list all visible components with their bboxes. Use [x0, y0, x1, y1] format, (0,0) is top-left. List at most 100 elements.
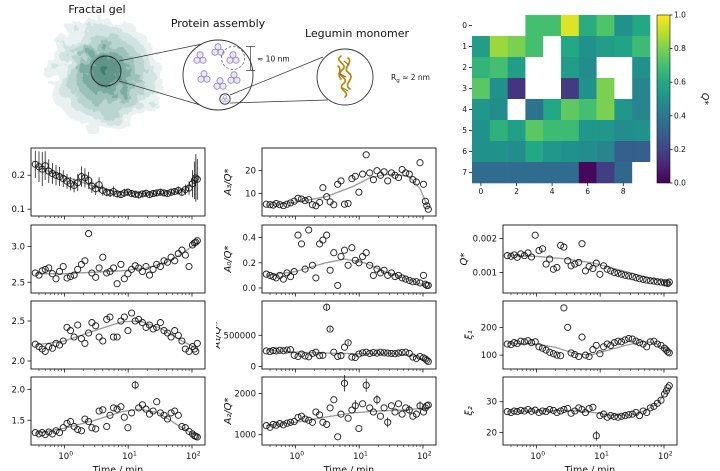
- data-point: [610, 269, 618, 277]
- scatter-panel-a3q: 10 20 A₃/Q*: [223, 147, 437, 220]
- data-point: [188, 180, 197, 188]
- data-point: [294, 413, 302, 421]
- data-point: [391, 273, 399, 281]
- magnify-line-bottom: [118, 80, 208, 108]
- data-point: [266, 271, 274, 279]
- data-point: [66, 327, 75, 335]
- data-point: [138, 190, 146, 198]
- data-point: [193, 175, 201, 183]
- data-point: [124, 424, 132, 432]
- colorbar-label: Q*: [699, 93, 710, 105]
- data-point: [301, 415, 309, 423]
- y-axis-label: A₀/Q*: [223, 245, 234, 273]
- data-point: [344, 414, 352, 422]
- data-point: [305, 416, 313, 424]
- data-point: [398, 274, 406, 282]
- data-point: [45, 264, 53, 272]
- heatmap-cell: [632, 141, 651, 163]
- y-tick-label: 3.0: [11, 242, 25, 252]
- data-point: [192, 347, 200, 355]
- heatmap-cell: [578, 141, 597, 163]
- data-point: [402, 348, 410, 356]
- data-point: [55, 341, 64, 349]
- x-tick-label: 100: [58, 451, 73, 463]
- data-point: [120, 189, 128, 197]
- heatmap-cell: [489, 78, 508, 100]
- y-tick-label: 2000: [234, 389, 256, 399]
- data-point: [142, 262, 150, 271]
- data-point: [394, 173, 403, 182]
- heatmap-cell: [543, 57, 562, 79]
- data-point: [319, 236, 327, 244]
- data-point: [553, 351, 561, 359]
- data-point: [592, 259, 600, 267]
- plot-frame: [30, 224, 206, 294]
- heatmap-cell: [543, 36, 562, 58]
- data-point: [503, 340, 511, 348]
- scatter-panel-n0: 2.5 3.0 n₀: [0, 224, 206, 297]
- x-tick-label: 102: [658, 451, 673, 463]
- data-point: [142, 189, 150, 197]
- data-point: [635, 339, 644, 347]
- heatmap-cell: [596, 57, 615, 79]
- data-point: [103, 422, 111, 431]
- data-point: [77, 427, 85, 435]
- data-point: [524, 249, 532, 257]
- data-point: [603, 413, 611, 421]
- y-axis-label: ξ₁: [464, 330, 475, 341]
- data-point: [178, 246, 186, 254]
- data-point: [664, 348, 672, 356]
- data-point: [424, 205, 432, 213]
- data-point: [153, 323, 161, 331]
- data-point: [41, 430, 49, 439]
- data-point: [513, 408, 521, 416]
- data-point: [337, 177, 345, 185]
- data-point: [581, 267, 590, 275]
- gel-magnify-circle: [90, 55, 122, 87]
- data-point: [632, 274, 640, 282]
- data-point: [171, 327, 179, 335]
- fit-line: [266, 349, 429, 362]
- data-point: [664, 279, 672, 288]
- y-tick-label: 20: [486, 429, 497, 439]
- data-point: [503, 252, 511, 260]
- x-tick-label: 102: [186, 451, 201, 463]
- heatmap-cell: [543, 120, 562, 142]
- heatmap-cell: [472, 57, 491, 79]
- heatmap-panel: 0 2 4 6 8 0 1 2 3 4 5 6 7 1.0 0.8 0.6 0.4 0.2 0.0 Q*: [462, 11, 710, 197]
- data-point: [81, 174, 89, 182]
- data-point: [142, 323, 150, 331]
- data-point: [359, 252, 367, 261]
- heatmap-cell: [525, 78, 544, 100]
- data-point: [646, 338, 654, 346]
- heatmap-cell: [543, 78, 562, 100]
- data-point: [650, 277, 658, 285]
- data-point: [398, 410, 406, 418]
- data-point: [81, 339, 89, 347]
- data-point: [653, 278, 661, 286]
- data-point: [149, 325, 157, 333]
- y-axis-label: n₁: [0, 330, 3, 340]
- data-point: [337, 410, 345, 418]
- data-point: [99, 186, 107, 195]
- data-point: [326, 404, 334, 412]
- assembly-dashed-circle: [221, 46, 245, 70]
- data-point: [31, 340, 39, 348]
- x-tick-label: 101: [122, 451, 137, 463]
- data-point: [85, 329, 93, 337]
- data-point: [323, 231, 331, 239]
- colorbar-tick: 0.2: [674, 145, 686, 154]
- data-point: [384, 418, 392, 426]
- data-point: [113, 190, 121, 198]
- data-point: [113, 405, 121, 413]
- data-point: [549, 406, 557, 414]
- data-point: [41, 162, 49, 170]
- x-axis-label: Time / min: [564, 465, 615, 471]
- error-bars: [344, 374, 421, 428]
- data-point: [70, 271, 78, 279]
- data-point: [527, 407, 536, 415]
- data-point: [419, 180, 428, 188]
- colorbar-tick: 0.0: [674, 179, 686, 188]
- heatmap-y-tick: 4: [462, 105, 467, 114]
- data-point: [340, 246, 349, 254]
